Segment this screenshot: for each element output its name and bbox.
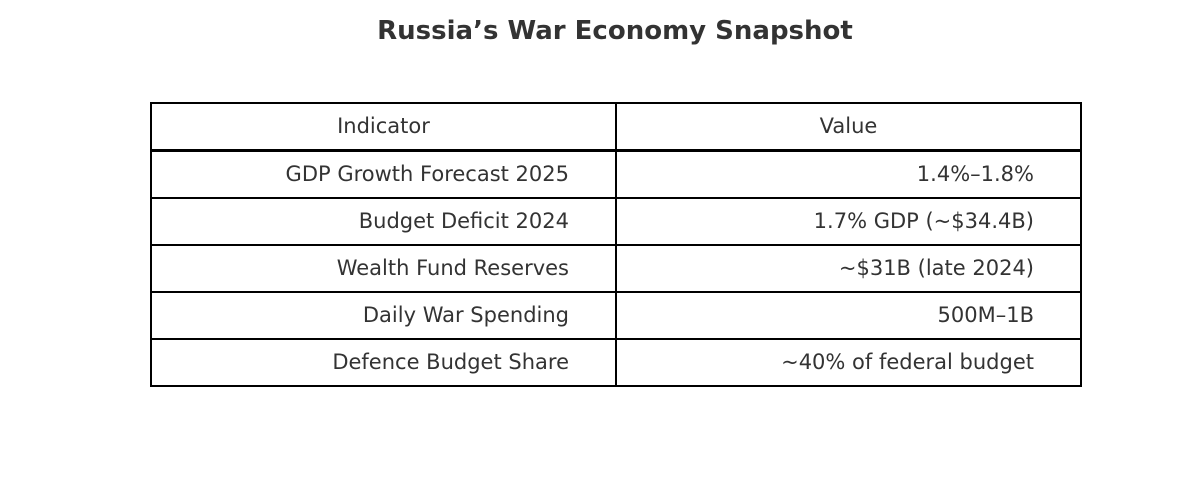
value-cell: ~$31B (late 2024) — [615, 244, 1082, 293]
column-header-value: Value — [615, 102, 1082, 152]
value-cell: ~40% of federal budget — [615, 338, 1082, 387]
indicator-cell: Wealth Fund Reserves — [150, 244, 617, 293]
table-title: Russia’s War Economy Snapshot — [377, 16, 853, 46]
indicator-cell: Daily War Spending — [150, 291, 617, 340]
value-cell: 1.7% GDP (~$34.4B) — [615, 197, 1082, 246]
value-cell: 1.4%–1.8% — [615, 149, 1082, 199]
indicator-cell: Budget Deficit 2024 — [150, 197, 617, 246]
data-table: Indicator Value GDP Growth Forecast 2025… — [150, 102, 1082, 387]
table-row: Budget Deficit 2024 1.7% GDP (~$34.4B) — [150, 197, 1082, 246]
value-cell: 500M–1B — [615, 291, 1082, 340]
table-row: Defence Budget Share ~40% of federal bud… — [150, 338, 1082, 387]
table-row: Wealth Fund Reserves ~$31B (late 2024) — [150, 244, 1082, 293]
table-row: Daily War Spending 500M–1B — [150, 291, 1082, 340]
indicator-cell: Defence Budget Share — [150, 338, 617, 387]
column-header-indicator: Indicator — [150, 102, 617, 152]
indicator-cell: GDP Growth Forecast 2025 — [150, 149, 617, 199]
table-row: GDP Growth Forecast 2025 1.4%–1.8% — [150, 149, 1082, 199]
header-row: Indicator Value — [150, 102, 1082, 152]
